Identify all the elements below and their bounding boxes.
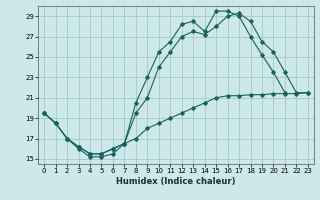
X-axis label: Humidex (Indice chaleur): Humidex (Indice chaleur) (116, 177, 236, 186)
